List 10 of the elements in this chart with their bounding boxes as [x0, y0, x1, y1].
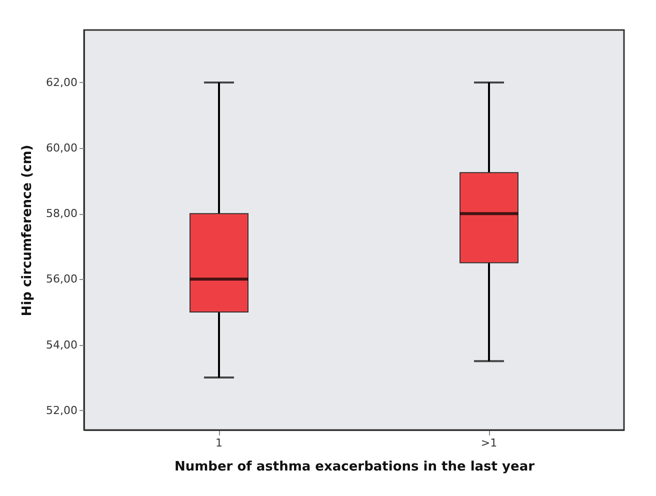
x-axis-title: Number of asthma exacerbations in the last year: [174, 460, 536, 474]
y-tick-label: 52,00: [46, 404, 78, 417]
y-tick-label: 60,00: [46, 142, 78, 155]
y-tick-label: 56,00: [46, 272, 78, 286]
y-tick-label: 54,00: [46, 338, 78, 352]
x-tick-label: 1: [216, 436, 222, 450]
y-axis-title: Hip circumference (cm): [20, 144, 36, 316]
y-tick-label: 58,00: [46, 207, 78, 220]
y-tick-label: 62,00: [46, 76, 78, 89]
x-tick-label: >1: [480, 436, 498, 450]
